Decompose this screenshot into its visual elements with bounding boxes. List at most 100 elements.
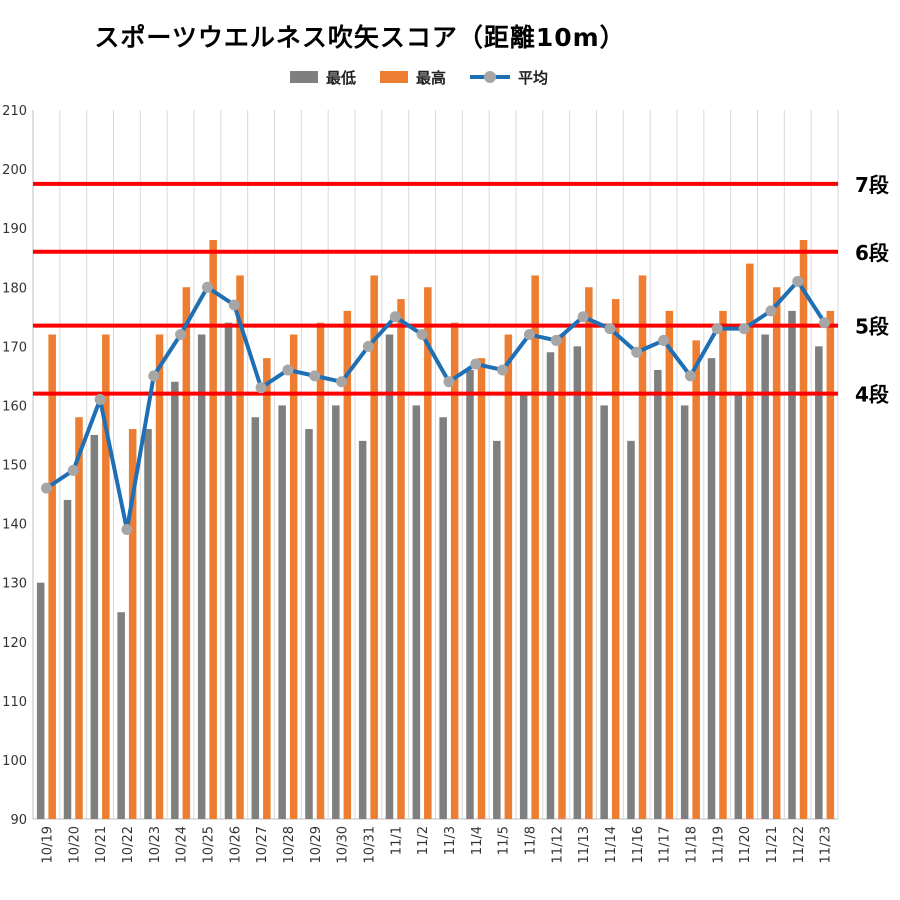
bar-max [236,275,244,819]
bar-max [585,287,593,819]
legend-line-avg [470,70,511,84]
x-tick-label: 11/14 [604,826,619,863]
average-point [604,323,616,335]
average-point [819,317,831,329]
x-tick-label: 10/22 [121,826,136,863]
y-tick-label: 110 [2,695,27,710]
y-tick-label: 160 [2,399,27,414]
bar-min [519,393,528,819]
y-tick-label: 170 [2,340,27,355]
bar-max [316,322,325,819]
average-point [470,358,482,370]
bar-max [424,287,432,819]
x-tick-label: 11/19 [711,826,726,863]
average-point [416,329,428,341]
bar-min [332,405,340,819]
bar-min [466,369,474,819]
x-tick-label: 10/20 [67,826,82,863]
x-tick-label: 10/29 [309,826,324,863]
x-tick-label: 11/20 [738,826,753,863]
x-tick-label: 11/1 [389,826,404,855]
average-point [389,311,401,323]
bar-max [558,334,566,819]
legend-item-min: 最低 [290,67,356,88]
average-point [523,329,535,341]
average-point [497,364,509,376]
legend-swatch-min [290,71,318,83]
x-tick-label: 11/2 [416,826,431,855]
y-tick-label: 130 [2,577,27,592]
reference-line-label: 5段 [855,315,889,339]
bar-max [75,417,83,819]
average-point [282,364,294,376]
legend-swatch-max [380,71,409,83]
average-point [792,275,804,287]
chart-title: スポーツウエルネス吹矢スコア（距離10m） [94,23,626,52]
bar-max [746,263,754,819]
bar-max [182,287,191,819]
reference-line-label: 7段 [855,173,889,197]
average-point [201,281,213,293]
bar-max [263,358,271,819]
bar-max [799,239,808,819]
x-tick-label: 10/26 [228,826,243,863]
bar-max [128,429,137,819]
bar-min [573,346,582,819]
average-point [765,305,777,317]
bar-max [719,310,727,819]
bar-min [761,334,769,819]
bar-min [251,417,260,819]
bar-min [278,405,286,819]
x-tick-label: 11/16 [631,826,646,863]
average-point [362,340,374,352]
x-tick-label: 11/3 [443,826,458,855]
bar-min [144,429,152,819]
x-tick-label: 10/31 [362,826,377,863]
average-point [711,323,723,335]
bar-min [90,434,99,819]
legend-item-avg: 平均 [470,67,548,88]
bar-min [627,440,635,819]
x-tick-label: 11/8 [523,826,538,855]
bar-min [358,440,367,819]
bar-max [692,340,700,819]
bar-max [531,275,539,819]
average-point [309,370,321,382]
legend: 最低 最高 平均 [290,66,572,88]
bar-min [412,405,421,819]
bar-max [48,334,56,819]
bar-max [209,239,217,819]
y-tick-label: 190 [2,222,27,237]
x-tick-label: 10/24 [175,826,190,863]
x-tick-label: 10/19 [40,826,55,863]
average-point [631,346,643,358]
bar-max [370,275,378,819]
x-tick-label: 10/23 [148,826,163,863]
bar-min [36,582,45,819]
x-tick-label: 11/21 [765,826,780,863]
bar-min [224,322,233,819]
x-tick-label: 11/12 [550,826,565,863]
bar-max [477,358,486,819]
bar-min [305,429,313,819]
bar-max [504,334,513,819]
bar-min [63,499,72,819]
x-tick-label: 11/22 [792,826,807,863]
bar-max [155,334,164,819]
x-tick-label: 10/30 [336,826,351,863]
bar-max [638,275,647,819]
bar-min [654,369,662,819]
average-point [121,523,133,535]
bar-min [815,346,823,819]
x-tick-label: 11/13 [577,826,592,863]
average-point [443,376,455,388]
average-point [94,394,106,406]
average-point [684,370,696,382]
x-tick-label: 11/23 [819,826,834,863]
legend-label-avg: 平均 [518,68,549,87]
bar-max [772,287,781,819]
x-tick-label: 11/4 [470,826,485,855]
bar-max [102,334,110,819]
x-tick-label: 10/27 [255,826,270,863]
